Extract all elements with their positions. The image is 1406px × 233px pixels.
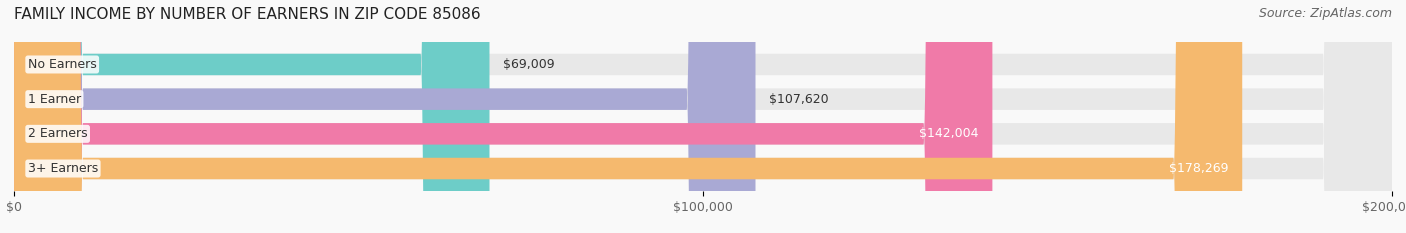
FancyBboxPatch shape <box>14 0 1392 233</box>
Text: FAMILY INCOME BY NUMBER OF EARNERS IN ZIP CODE 85086: FAMILY INCOME BY NUMBER OF EARNERS IN ZI… <box>14 7 481 22</box>
FancyBboxPatch shape <box>14 0 993 233</box>
FancyBboxPatch shape <box>14 0 489 233</box>
FancyBboxPatch shape <box>14 0 1392 233</box>
Text: $142,004: $142,004 <box>920 127 979 140</box>
Text: Source: ZipAtlas.com: Source: ZipAtlas.com <box>1258 7 1392 20</box>
Text: 2 Earners: 2 Earners <box>28 127 87 140</box>
Text: $69,009: $69,009 <box>503 58 555 71</box>
Text: 1 Earner: 1 Earner <box>28 93 82 106</box>
Text: 3+ Earners: 3+ Earners <box>28 162 98 175</box>
FancyBboxPatch shape <box>14 0 1392 233</box>
Text: No Earners: No Earners <box>28 58 97 71</box>
FancyBboxPatch shape <box>14 0 1392 233</box>
FancyBboxPatch shape <box>14 0 755 233</box>
Text: $107,620: $107,620 <box>769 93 830 106</box>
Text: $178,269: $178,269 <box>1168 162 1229 175</box>
FancyBboxPatch shape <box>14 0 1243 233</box>
